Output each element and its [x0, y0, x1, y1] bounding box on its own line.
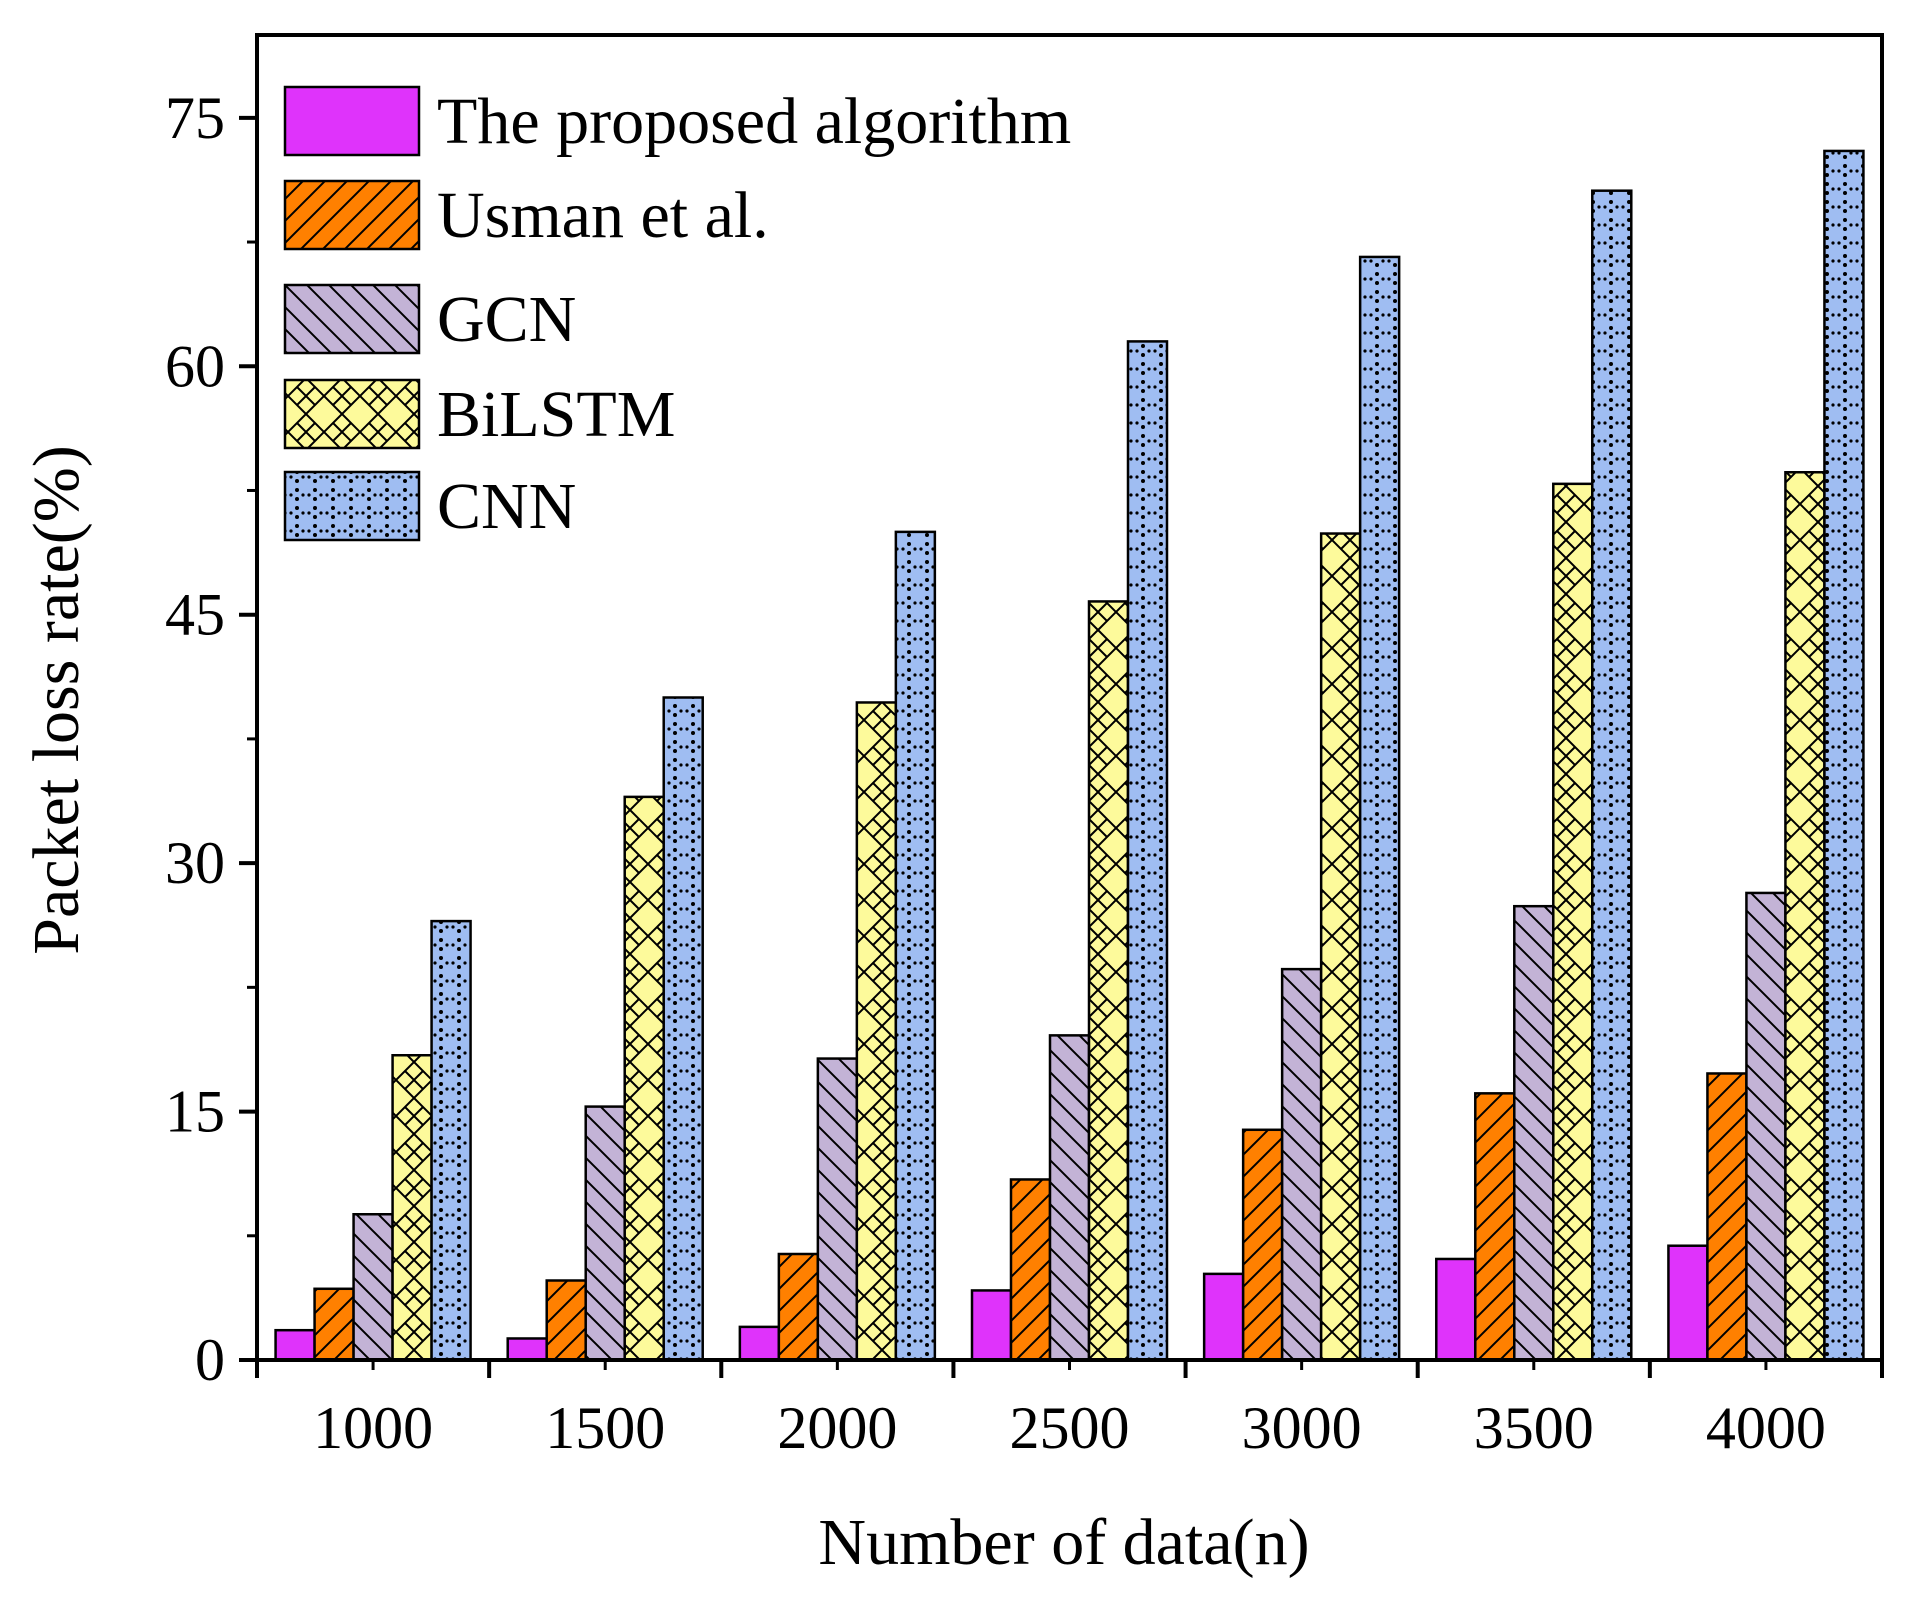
legend-label: CNN	[437, 470, 576, 543]
bar-gcn-1500	[584, 1105, 626, 1362]
bar-gcn-2500	[1048, 1034, 1091, 1362]
y-tick-label: 45	[165, 582, 225, 648]
legend-swatch-cnn	[283, 470, 421, 542]
bar-the-proposed-algorithm-2500	[970, 1289, 1013, 1362]
legend-label: GCN	[437, 283, 576, 356]
bar-usman-et-al--2000	[777, 1252, 820, 1362]
y-tick-label: 15	[165, 1079, 225, 1145]
y-tick-label: 30	[165, 830, 225, 896]
bar-the-proposed-algorithm-1000	[274, 1328, 316, 1362]
bar-gcn-3500	[1513, 904, 1555, 1362]
bar-gcn-3000	[1280, 967, 1323, 1362]
x-tick-label: 4000	[1706, 1395, 1826, 1461]
legend-swatch-usman-et-al-	[283, 179, 421, 251]
x-tick-label: 1000	[313, 1395, 433, 1461]
bar-cnn-3000	[1358, 255, 1401, 1362]
bar-cnn-4000	[1823, 149, 1865, 1362]
legend-label: The proposed algorithm	[437, 85, 1071, 158]
bar-usman-et-al--2500	[1009, 1178, 1052, 1362]
bar-bilstm-2000	[855, 701, 898, 1362]
legend-swatch-the-proposed-algorithm	[283, 85, 421, 157]
bar-cnn-1000	[430, 919, 472, 1362]
bar-cnn-1500	[662, 696, 704, 1362]
bar-bilstm-4000	[1784, 471, 1826, 1362]
bar-cnn-2000	[894, 530, 937, 1362]
bar-cnn-2500	[1126, 340, 1169, 1362]
bar-bilstm-3500	[1552, 482, 1594, 1362]
bar-gcn-1000	[352, 1213, 394, 1362]
legend-swatch-gcn	[283, 283, 421, 355]
x-tick-label: 2500	[1010, 1395, 1130, 1461]
legend: The proposed algorithm Usman et al. GCN BiL…	[283, 85, 1071, 543]
bar-the-proposed-algorithm-4000	[1667, 1244, 1709, 1362]
bar-gcn-4000	[1745, 891, 1787, 1362]
legend-label: BiLSTM	[437, 378, 675, 451]
bar-bilstm-2500	[1087, 600, 1130, 1362]
legend-swatch-bilstm	[283, 378, 421, 450]
bar-usman-et-al--4000	[1706, 1072, 1748, 1362]
y-tick-label: 60	[165, 333, 225, 399]
x-tick-label: 2000	[777, 1395, 897, 1461]
bars	[274, 149, 1865, 1362]
bar-usman-et-al--1000	[313, 1287, 355, 1362]
y-tick-label: 0	[195, 1327, 225, 1393]
bar-the-proposed-algorithm-3000	[1202, 1272, 1245, 1362]
bar-the-proposed-algorithm-1500	[506, 1337, 548, 1362]
y-axis-title: Packet loss rate(%)	[20, 445, 93, 954]
y-tick-label: 75	[165, 85, 225, 151]
bar-the-proposed-algorithm-3500	[1435, 1257, 1477, 1362]
bar-usman-et-al--1500	[545, 1279, 587, 1362]
axis-ticks: 0 15 30 45 60 75 1000 1500 2000 2500 3000 3500 4000	[165, 85, 1884, 1461]
bar-usman-et-al--3000	[1241, 1128, 1284, 1362]
x-tick-label: 3000	[1242, 1395, 1362, 1461]
bar-bilstm-1500	[623, 795, 665, 1362]
bar-usman-et-al--3500	[1474, 1092, 1516, 1362]
bar-bilstm-3000	[1319, 532, 1362, 1362]
x-tick-label: 1500	[545, 1395, 665, 1461]
x-tick-label: 3500	[1474, 1395, 1594, 1461]
bar-the-proposed-algorithm-2000	[738, 1325, 781, 1362]
legend-label: Usman et al.	[437, 179, 769, 252]
bar-gcn-2000	[816, 1057, 859, 1362]
bar-bilstm-1000	[391, 1054, 433, 1362]
bar-cnn-3500	[1591, 189, 1633, 1362]
x-axis-title: Number of data(n)	[818, 1506, 1309, 1579]
